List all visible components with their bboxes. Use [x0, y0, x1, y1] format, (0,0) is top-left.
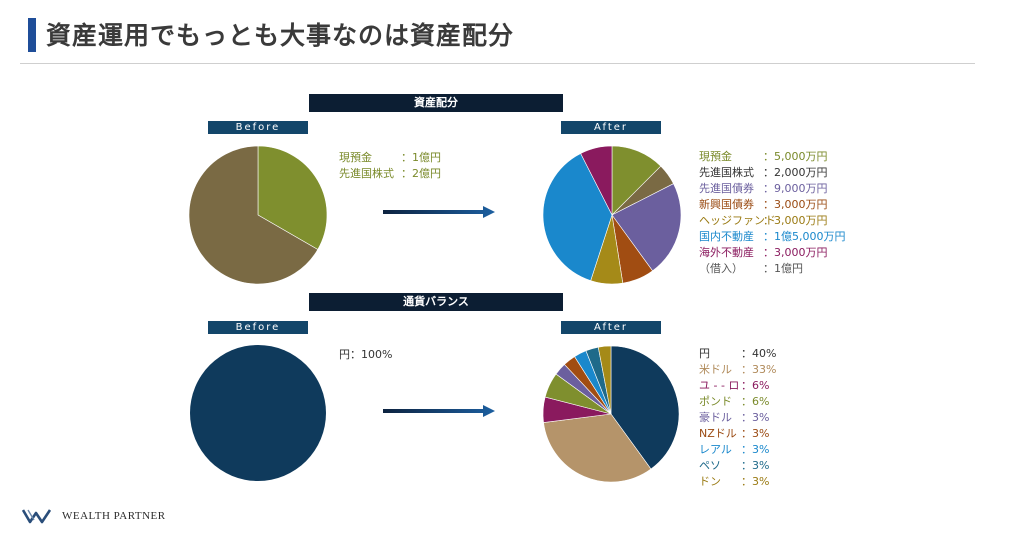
pie-slice-9 [597, 345, 612, 415]
title-divider [20, 63, 975, 64]
asset-before-pie [188, 145, 328, 285]
asset-arrow-icon [383, 206, 495, 218]
legend-label: NZドル [699, 427, 737, 440]
legend-row: 円 ：40% [699, 346, 776, 362]
legend-value: ：3% [741, 443, 770, 456]
legend-row: 現預金 ：1億円 [339, 150, 441, 166]
legend-row: 先進国株式 ：2,000万円 [699, 165, 846, 181]
legend-value: ：6% [741, 379, 770, 392]
legend-row: 新興国債券 ：3,000万円 [699, 197, 846, 213]
currency-before-legend: 円：100% [339, 347, 392, 363]
legend-value: ：2億円 [401, 167, 441, 180]
legend-value: ：3% [741, 427, 770, 440]
legend-row: 米ドル ：33% [699, 362, 776, 378]
legend-label: 米ドル [699, 363, 732, 376]
legend-value: ：3% [741, 475, 770, 488]
footer-logo: WEALTH PARTNER [22, 508, 166, 524]
legend-row: レアル ：3% [699, 442, 776, 458]
footer-logo-text: WEALTH PARTNER [62, 510, 166, 522]
legend-value: ：2,000万円 [763, 166, 828, 179]
currency-after-legend: 円：40% 米ドル ：33% ユ - - ロ：6% ポンド ：6% 豪ドル ：3% NZドル ：3… [699, 346, 776, 490]
legend-value: ：6% [741, 395, 770, 408]
legend-value: ：5,000万円 [763, 150, 828, 163]
legend-row: ヘッジファンド：3,000万円 [699, 213, 846, 229]
asset-before-tag: Before [208, 121, 308, 134]
currency-section-header: 通貨バランス [309, 293, 563, 311]
legend-row: 現預金 ：5,000万円 [699, 149, 846, 165]
currency-before-tag: Before [208, 321, 308, 334]
legend-row: ポンド ：6% [699, 394, 776, 410]
page-title: 資産運用でもっとも大事なのは資産配分 [46, 21, 515, 50]
asset-after-tag: After [561, 121, 661, 134]
legend-value: ：3% [741, 459, 770, 472]
legend-label: 先進国株式 [339, 167, 394, 180]
asset-section-header: 資産配分 [309, 94, 563, 112]
legend-label: 現預金 [699, 150, 732, 163]
pie-slice-1 [257, 145, 328, 250]
legend-label: レアル [699, 443, 732, 456]
legend-value: ：33% [741, 363, 777, 376]
legend-row: 先進国株式 ：2億円 [339, 166, 441, 182]
legend-row: ユ - - ロ：6% [699, 378, 776, 394]
legend-label: 先進国債券 [699, 182, 754, 195]
pie-slice-1 [190, 345, 326, 481]
currency-arrow-icon [383, 405, 495, 417]
legend-value: ：40% [741, 347, 777, 360]
legend-label: 現預金 [339, 151, 372, 164]
legend-label: 円 [699, 347, 710, 360]
legend-value: ：1億円 [401, 151, 441, 164]
asset-after-pie [542, 145, 682, 285]
legend-label: ドン [699, 475, 721, 488]
legend-value: ：1億5,000万円 [763, 230, 846, 243]
legend-row: 先進国債券 ：9,000万円 [699, 181, 846, 197]
legend-label: ユ - - ロ [699, 379, 740, 392]
legend-label: ペソ [699, 459, 721, 472]
legend-row: 円：100% [339, 347, 392, 363]
legend-value: ：1億円 [763, 262, 803, 275]
legend-label: （借入） [699, 262, 743, 275]
pie-slice-6 [542, 153, 613, 282]
legend-value: ：100% [350, 348, 393, 361]
title-accent-bar [28, 18, 36, 52]
legend-row: 豪ドル ：3% [699, 410, 776, 426]
legend-row: 海外不動産 ：3,000万円 [699, 245, 846, 261]
legend-row: ドン ：3% [699, 474, 776, 490]
currency-before-pie [190, 345, 326, 481]
currency-after-tag: After [561, 321, 661, 334]
legend-value: ：9,000万円 [763, 182, 828, 195]
legend-label: 国内不動産 [699, 230, 754, 243]
legend-label: 先進国株式 [699, 166, 754, 179]
asset-after-legend: 現預金 ：5,000万円 先進国株式 ：2,000万円 先進国債券 ：9,000万円 新興国… [699, 149, 846, 277]
pie-slice-3 [611, 183, 682, 272]
legend-row: NZドル ：3% [699, 426, 776, 442]
asset-before-legend: 現預金 ：1億円 先進国株式 ：2億円 [339, 150, 441, 182]
legend-value: ：3,000万円 [763, 198, 828, 211]
legend-row: 国内不動産 ：1億5,000万円 [699, 229, 846, 245]
pie-slice-1 [610, 345, 680, 470]
legend-row: （借入） ：1億円 [699, 261, 846, 277]
legend-label: ヘッジファンド [699, 214, 776, 227]
legend-value: ：3% [741, 411, 770, 424]
legend-label: 新興国債券 [699, 198, 754, 211]
legend-row: ペソ ：3% [699, 458, 776, 474]
legend-value: ：3,000万円 [763, 246, 828, 259]
legend-label: 海外不動産 [699, 246, 754, 259]
pie-slice-7 [580, 145, 613, 216]
legend-label: ポンド [699, 395, 732, 408]
pie-slice-2 [543, 413, 652, 483]
legend-value: ：3,000万円 [763, 214, 828, 227]
legend-label: 豪ドル [699, 411, 732, 424]
pie-slice-2 [188, 145, 319, 285]
legend-label: 円 [339, 348, 350, 361]
w-logo-icon [22, 509, 52, 524]
currency-after-pie [542, 345, 680, 483]
